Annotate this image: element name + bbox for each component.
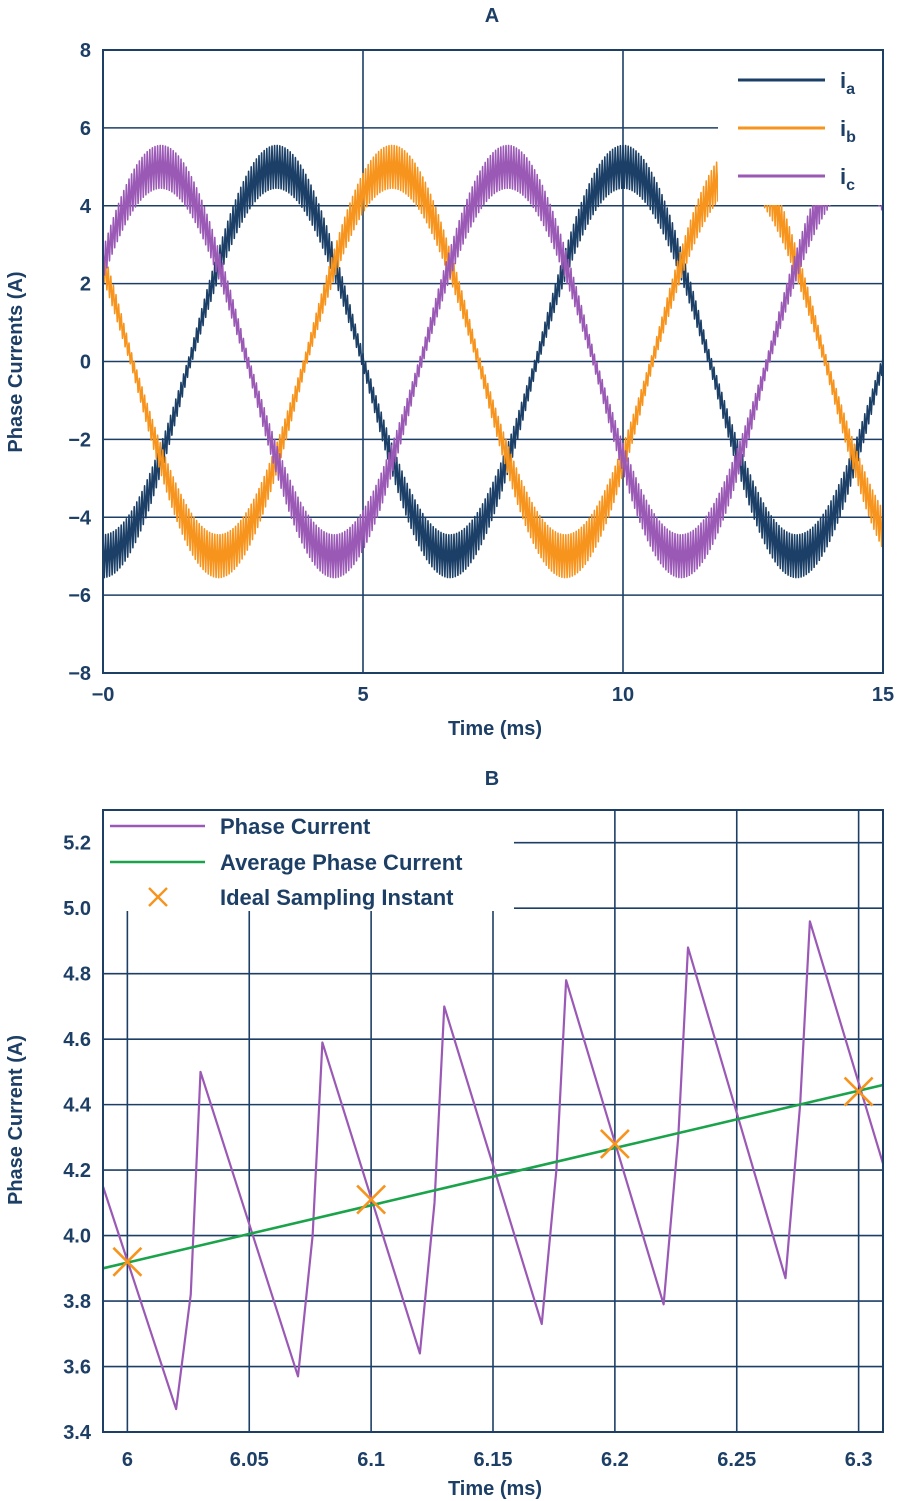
y-tick-label: 4.4 xyxy=(63,1095,92,1117)
y-tick-label: −2 xyxy=(68,429,91,451)
y-tick-label: 5.2 xyxy=(63,833,91,855)
marker-stroke xyxy=(356,1184,387,1215)
series-line-phase-current xyxy=(101,920,885,1411)
marker-stroke xyxy=(112,1246,143,1277)
plot-frame-b xyxy=(102,809,884,1433)
y-tick-label: 4.8 xyxy=(63,964,91,986)
legend-swatch-sampling xyxy=(148,887,168,907)
y-tick-label: 0 xyxy=(80,352,91,374)
sampling-marker xyxy=(843,1076,874,1107)
sampling-marker xyxy=(356,1184,387,1215)
legend-label-subscript: a xyxy=(846,81,855,98)
y-tick-label: 8 xyxy=(80,40,91,62)
plot-frame-a xyxy=(102,49,884,674)
y-tick-label: 4.2 xyxy=(63,1160,91,1182)
series-line-average-phase-current xyxy=(102,1083,884,1270)
sampling-marker xyxy=(112,1246,143,1277)
series-line-c xyxy=(102,144,884,579)
x-tick-label: −0 xyxy=(92,684,115,706)
legend-label-a: ia xyxy=(840,68,855,98)
y-tick-label: 3.4 xyxy=(63,1422,92,1444)
sampling-marker xyxy=(599,1128,630,1159)
y-tick-label: 3.8 xyxy=(63,1291,91,1313)
y-tick-label: −6 xyxy=(68,585,91,607)
y-tick-label: 6 xyxy=(80,118,91,140)
chart-panel-a: A −0 5 10 15 −8 −6 −4 −2 0 2 4 6 8 Time (ms) Phase C… xyxy=(5,5,894,740)
legend-label: Average Phase Current xyxy=(220,850,463,875)
y-tick-label: −4 xyxy=(68,507,92,529)
x-axis-label-a: Time (ms) xyxy=(448,718,542,740)
y-tick-label: −8 xyxy=(68,663,91,685)
marker-stroke xyxy=(843,1076,874,1107)
y-tick-label: 3.6 xyxy=(63,1357,91,1379)
y-tick-label: 4.0 xyxy=(63,1226,91,1248)
legend-label-main: i xyxy=(840,116,846,141)
chart-title-b: B xyxy=(485,768,499,790)
legend-label: Phase Current xyxy=(220,814,371,839)
x-tick-label: 6.1 xyxy=(357,1449,385,1471)
y-axis-label-a: Phase Currents (A) xyxy=(5,271,27,452)
series-line-a xyxy=(102,144,884,579)
y-axis-label-b: Phase Current (A) xyxy=(5,1035,27,1205)
legend-label-main: i xyxy=(840,68,846,93)
x-axis-label-b: Time (ms) xyxy=(448,1478,542,1500)
x-tick-label: 10 xyxy=(612,684,634,706)
y-tick-label: 2 xyxy=(80,274,91,296)
legend-label-main: i xyxy=(840,164,846,189)
x-tick-label: 6.25 xyxy=(717,1449,756,1471)
legend-label: Ideal Sampling Instant xyxy=(220,885,454,910)
legend-label-subscript: c xyxy=(846,177,855,194)
y-tick-label: 4.6 xyxy=(63,1029,91,1051)
tick-labels-a: −0 5 10 15 −8 −6 −4 −2 0 2 4 6 8 xyxy=(68,40,894,706)
x-tick-label: 6 xyxy=(122,1449,133,1471)
chart-panel-b: B 6 6.05 6.1 6.15 6.2 6.25 6.3 3.4 3.6 3.8 4.0 4.2 4… xyxy=(5,768,885,1500)
x-tick-label: 15 xyxy=(872,684,894,706)
y-tick-label: 5.0 xyxy=(63,898,91,920)
legend-label-b: ib xyxy=(840,116,856,146)
legend-b: Phase Current Average Phase Current Ideal … xyxy=(104,811,514,911)
x-tick-label: 6.3 xyxy=(845,1449,873,1471)
chart-title-a: A xyxy=(485,5,499,27)
legend-label-c: ic xyxy=(840,164,855,194)
tick-labels-b: 6 6.05 6.1 6.15 6.2 6.25 6.3 3.4 3.6 3.8 4.0 4.2 4.4… xyxy=(63,833,872,1471)
series-group-b xyxy=(101,920,885,1411)
marker-stroke xyxy=(599,1128,630,1159)
y-tick-label: 4 xyxy=(80,196,92,218)
legend-label-subscript: b xyxy=(846,129,856,146)
x-tick-label: 6.2 xyxy=(601,1449,629,1471)
x-tick-label: 6.15 xyxy=(474,1449,513,1471)
x-tick-label: 5 xyxy=(357,684,368,706)
legend-background xyxy=(718,55,882,205)
x-tick-label: 6.05 xyxy=(230,1449,269,1471)
